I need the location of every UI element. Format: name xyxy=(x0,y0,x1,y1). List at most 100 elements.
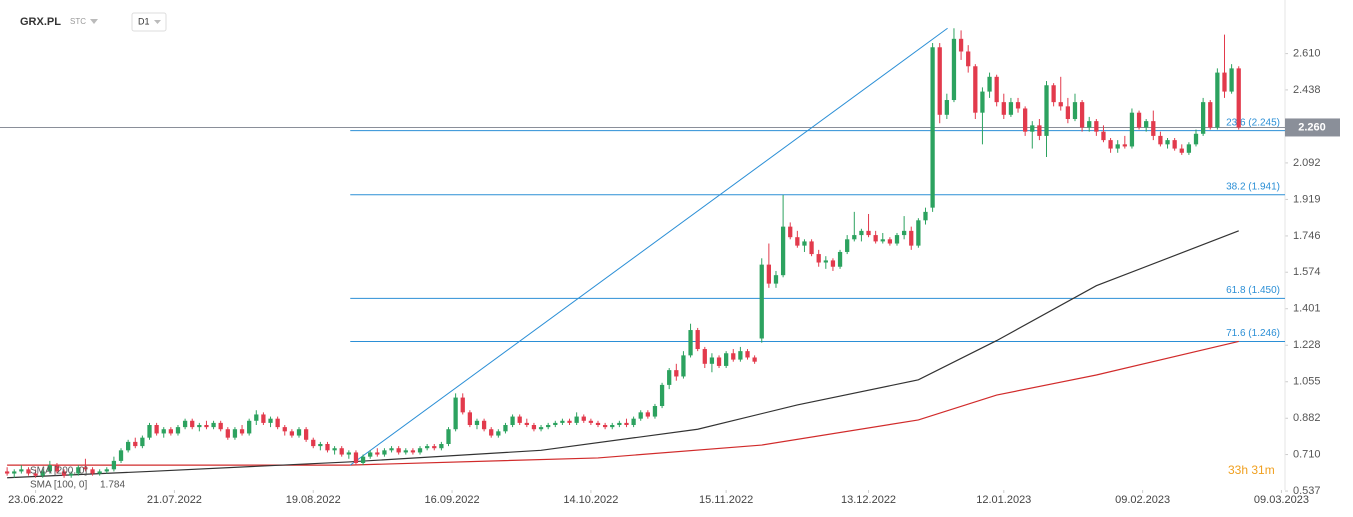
candle-body xyxy=(40,471,45,476)
candle-body xyxy=(232,429,238,438)
candle-body xyxy=(752,357,757,362)
candle-body xyxy=(289,431,295,436)
candle-body xyxy=(866,230,871,236)
candle-body xyxy=(47,465,52,472)
candle-body xyxy=(567,420,572,423)
symbol: GRX.PL xyxy=(20,16,61,28)
candle-body xyxy=(325,443,330,451)
candle-body xyxy=(83,467,88,470)
candle-body xyxy=(517,416,522,423)
candle-body xyxy=(802,241,807,246)
candle-body xyxy=(930,47,935,208)
candle-body xyxy=(702,349,707,364)
candle-body xyxy=(1044,85,1049,136)
fib-label: 71.6 (1.246) xyxy=(1226,328,1280,339)
candle-body xyxy=(403,450,408,453)
candle-body xyxy=(1222,72,1227,92)
candle-body xyxy=(389,448,394,451)
candle-body xyxy=(375,452,380,455)
candle-body xyxy=(809,241,814,255)
candle-body xyxy=(1108,140,1113,149)
candle-body xyxy=(1015,102,1021,109)
candle-body xyxy=(745,351,750,358)
candle-body xyxy=(937,47,942,115)
candle-body xyxy=(759,264,764,339)
candle-body xyxy=(496,431,501,436)
candle-body xyxy=(1030,125,1035,132)
candle-body xyxy=(147,425,152,438)
interval[interactable]: D1 xyxy=(138,16,150,26)
fib-label: 61.8 (1.450) xyxy=(1226,285,1280,296)
candle-body xyxy=(140,437,145,447)
candle-body xyxy=(19,469,24,472)
candle-body xyxy=(667,370,672,385)
candle-body xyxy=(880,239,885,242)
y-tick-label: 1.574 xyxy=(1293,266,1321,278)
dropdown-icon[interactable] xyxy=(90,19,98,24)
candle-body xyxy=(980,91,985,113)
candle-body xyxy=(104,469,109,472)
candle-body xyxy=(1058,102,1063,107)
candle-body xyxy=(275,418,280,428)
candle-body xyxy=(624,422,629,426)
candle-body xyxy=(901,230,907,236)
candle-body xyxy=(1151,121,1156,136)
candle-body xyxy=(716,357,722,366)
candle-body xyxy=(239,429,245,434)
candle-body xyxy=(602,425,608,428)
candle-body xyxy=(951,38,957,101)
candle-body xyxy=(382,450,387,455)
candle-body xyxy=(987,76,992,92)
candle-body xyxy=(816,254,821,263)
candle-body xyxy=(460,397,465,413)
candle-body xyxy=(780,226,786,276)
candle-body xyxy=(353,452,359,463)
trendline xyxy=(349,27,948,466)
candle-body xyxy=(118,450,124,461)
candle-body xyxy=(311,439,316,447)
candle-body xyxy=(368,452,373,457)
candle-body xyxy=(254,414,259,421)
fib-label: 23.6 (2.245) xyxy=(1226,117,1280,128)
y-tick-label: 1.746 xyxy=(1293,230,1321,242)
interval-dropdown-icon[interactable] xyxy=(154,20,161,24)
candle-body xyxy=(1001,102,1006,115)
candle-body xyxy=(731,353,736,360)
candle-body xyxy=(1208,102,1213,128)
candle-body xyxy=(923,211,928,221)
candle-body xyxy=(4,471,10,474)
candle-body xyxy=(581,416,586,421)
candle-body xyxy=(474,420,480,426)
candle-body xyxy=(688,330,693,356)
candle-body xyxy=(225,429,230,438)
candle-body xyxy=(503,425,508,432)
y-tick-label: 1.228 xyxy=(1293,339,1321,351)
fib-label: 38.2 (1.941) xyxy=(1226,181,1280,192)
candle-body xyxy=(1215,72,1220,128)
candle-body xyxy=(33,473,38,476)
candle-body xyxy=(574,416,579,423)
candle-body xyxy=(346,452,351,455)
candle-body xyxy=(546,425,551,428)
candle-body xyxy=(76,467,81,474)
candle-body xyxy=(1101,131,1106,141)
y-tick-label: 0.537 xyxy=(1293,485,1321,497)
candle-body xyxy=(97,471,102,474)
candle-body xyxy=(1136,112,1142,128)
interval-box[interactable] xyxy=(131,12,167,32)
candle-body xyxy=(531,425,537,430)
candle-body xyxy=(432,446,437,449)
candle-body xyxy=(973,66,978,113)
candle-body xyxy=(439,443,444,449)
candle-body xyxy=(133,441,138,447)
candle-body xyxy=(724,353,729,366)
session-timer: 33h 31m xyxy=(1228,463,1275,477)
candle-body xyxy=(1186,144,1192,153)
candle-body xyxy=(247,420,252,434)
candle-body xyxy=(695,330,700,350)
y-tick-label: 2.610 xyxy=(1293,48,1321,60)
candle-body xyxy=(1122,144,1127,147)
candle-body xyxy=(1129,112,1135,147)
candle-body xyxy=(218,422,223,430)
